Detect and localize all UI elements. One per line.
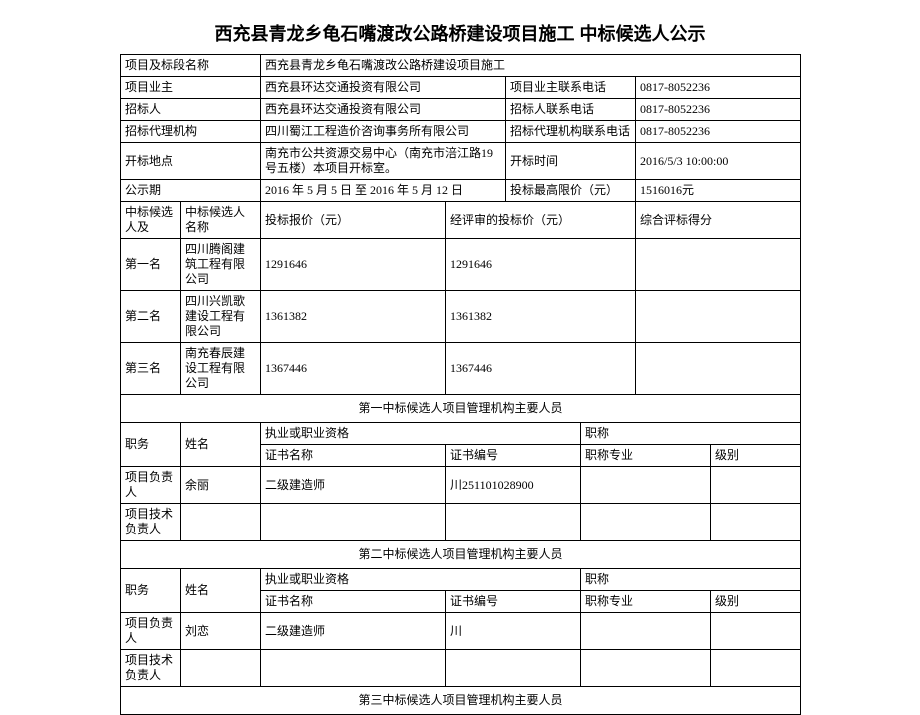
value-owner-phone: 0817-8052236 xyxy=(636,77,801,99)
label-project-name: 项目及标段名称 xyxy=(121,55,261,77)
page-title: 西充县青龙乡龟石嘴渡改公路桥建设项目施工 中标候选人公示 xyxy=(120,20,800,46)
p1-tech-name xyxy=(181,504,261,541)
label-tenderee-phone: 招标人联系电话 xyxy=(506,99,636,121)
p1-qual-label: 执业或职业资格 xyxy=(261,423,581,445)
p1-pm-certno: 川251101028900 xyxy=(446,467,581,504)
p2-grade-label: 级别 xyxy=(711,591,801,613)
section1-title: 第一中标候选人项目管理机构主要人员 xyxy=(121,395,801,423)
cand-header-4: 经评审的投标价（元） xyxy=(446,202,636,239)
label-agency: 招标代理机构 xyxy=(121,121,261,143)
cand2-name: 四川兴凯歌建设工程有限公司 xyxy=(181,291,261,343)
cand3-rank: 第三名 xyxy=(121,343,181,395)
p1-certname-label: 证书名称 xyxy=(261,445,446,467)
p2-pm-major xyxy=(581,613,711,650)
cand2-rank: 第二名 xyxy=(121,291,181,343)
cand-header-5: 综合评标得分 xyxy=(636,202,801,239)
cand-header-1: 中标候选人及 xyxy=(121,202,181,239)
table-row: 第三名 南充春辰建设工程有限公司 1367446 1367446 xyxy=(121,343,801,395)
cand3-bid: 1367446 xyxy=(261,343,446,395)
p2-pm-role: 项目负责人 xyxy=(121,613,181,650)
cand-header-3: 投标报价（元） xyxy=(261,202,446,239)
p2-name-label: 姓名 xyxy=(181,569,261,613)
cand1-score xyxy=(636,239,801,291)
value-project-name: 西充县青龙乡龟石嘴渡改公路桥建设项目施工 xyxy=(261,55,801,77)
label-open-place: 开标地点 xyxy=(121,143,261,180)
value-open-time: 2016/5/3 10:00:00 xyxy=(636,143,801,180)
p2-certno-label: 证书编号 xyxy=(446,591,581,613)
p1-certno-label: 证书编号 xyxy=(446,445,581,467)
cand1-reviewed: 1291646 xyxy=(446,239,636,291)
p2-pm-name: 刘恋 xyxy=(181,613,261,650)
label-agency-phone: 招标代理机构联系电话 xyxy=(506,121,636,143)
value-max-price: 1516016元 xyxy=(636,180,801,202)
p2-certname-label: 证书名称 xyxy=(261,591,446,613)
label-open-time: 开标时间 xyxy=(506,143,636,180)
p1-title-label: 职称 xyxy=(581,423,801,445)
label-owner: 项目业主 xyxy=(121,77,261,99)
p1-tech-major xyxy=(581,504,711,541)
p2-tech-role: 项目技术负责人 xyxy=(121,650,181,687)
p1-tech-certno xyxy=(446,504,581,541)
cand2-reviewed: 1361382 xyxy=(446,291,636,343)
p2-major-label: 职称专业 xyxy=(581,591,711,613)
cand-header-2: 中标候选人名称 xyxy=(181,202,261,239)
p1-tech-role: 项目技术负责人 xyxy=(121,504,181,541)
value-agency-phone: 0817-8052236 xyxy=(636,121,801,143)
label-owner-phone: 项目业主联系电话 xyxy=(506,77,636,99)
value-owner: 西充县环达交通投资有限公司 xyxy=(261,77,506,99)
p1-role-label: 职务 xyxy=(121,423,181,467)
value-agency: 四川蜀江工程造价咨询事务所有限公司 xyxy=(261,121,506,143)
p1-pm-name: 余丽 xyxy=(181,467,261,504)
p2-tech-grade xyxy=(711,650,801,687)
p1-name-label: 姓名 xyxy=(181,423,261,467)
cand3-reviewed: 1367446 xyxy=(446,343,636,395)
cand3-name: 南充春辰建设工程有限公司 xyxy=(181,343,261,395)
p2-tech-major xyxy=(581,650,711,687)
section2-title: 第二中标候选人项目管理机构主要人员 xyxy=(121,541,801,569)
p1-pm-grade xyxy=(711,467,801,504)
value-tenderee: 西充县环达交通投资有限公司 xyxy=(261,99,506,121)
table-row: 第二名 四川兴凯歌建设工程有限公司 1361382 1361382 xyxy=(121,291,801,343)
p2-role-label: 职务 xyxy=(121,569,181,613)
cand1-name: 四川腾阁建筑工程有限公司 xyxy=(181,239,261,291)
p2-tech-name xyxy=(181,650,261,687)
p2-tech-certno xyxy=(446,650,581,687)
value-open-place: 南充市公共资源交易中心（南充市涪江路19号五楼）本项目开标室。 xyxy=(261,143,506,180)
cand2-score xyxy=(636,291,801,343)
cand1-bid: 1291646 xyxy=(261,239,446,291)
p1-pm-major xyxy=(581,467,711,504)
table-row: 第一名 四川腾阁建筑工程有限公司 1291646 1291646 xyxy=(121,239,801,291)
p1-major-label: 职称专业 xyxy=(581,445,711,467)
p2-tech-cert xyxy=(261,650,446,687)
p1-grade-label: 级别 xyxy=(711,445,801,467)
p1-pm-role: 项目负责人 xyxy=(121,467,181,504)
label-tenderee: 招标人 xyxy=(121,99,261,121)
p2-qual-label: 执业或职业资格 xyxy=(261,569,581,591)
cand1-rank: 第一名 xyxy=(121,239,181,291)
cand3-score xyxy=(636,343,801,395)
label-max-price: 投标最高限价（元） xyxy=(506,180,636,202)
p2-pm-grade xyxy=(711,613,801,650)
value-tenderee-phone: 0817-8052236 xyxy=(636,99,801,121)
p2-pm-cert: 二级建造师 xyxy=(261,613,446,650)
value-publicity: 2016 年 5 月 5 日 至 2016 年 5 月 12 日 xyxy=(261,180,506,202)
label-publicity: 公示期 xyxy=(121,180,261,202)
p2-title-label: 职称 xyxy=(581,569,801,591)
p2-pm-certno: 川 xyxy=(446,613,581,650)
p1-pm-cert: 二级建造师 xyxy=(261,467,446,504)
p1-tech-cert xyxy=(261,504,446,541)
announcement-table: 项目及标段名称 西充县青龙乡龟石嘴渡改公路桥建设项目施工 项目业主 西充县环达交… xyxy=(120,54,801,715)
cand2-bid: 1361382 xyxy=(261,291,446,343)
p1-tech-grade xyxy=(711,504,801,541)
section3-title: 第三中标候选人项目管理机构主要人员 xyxy=(121,687,801,715)
